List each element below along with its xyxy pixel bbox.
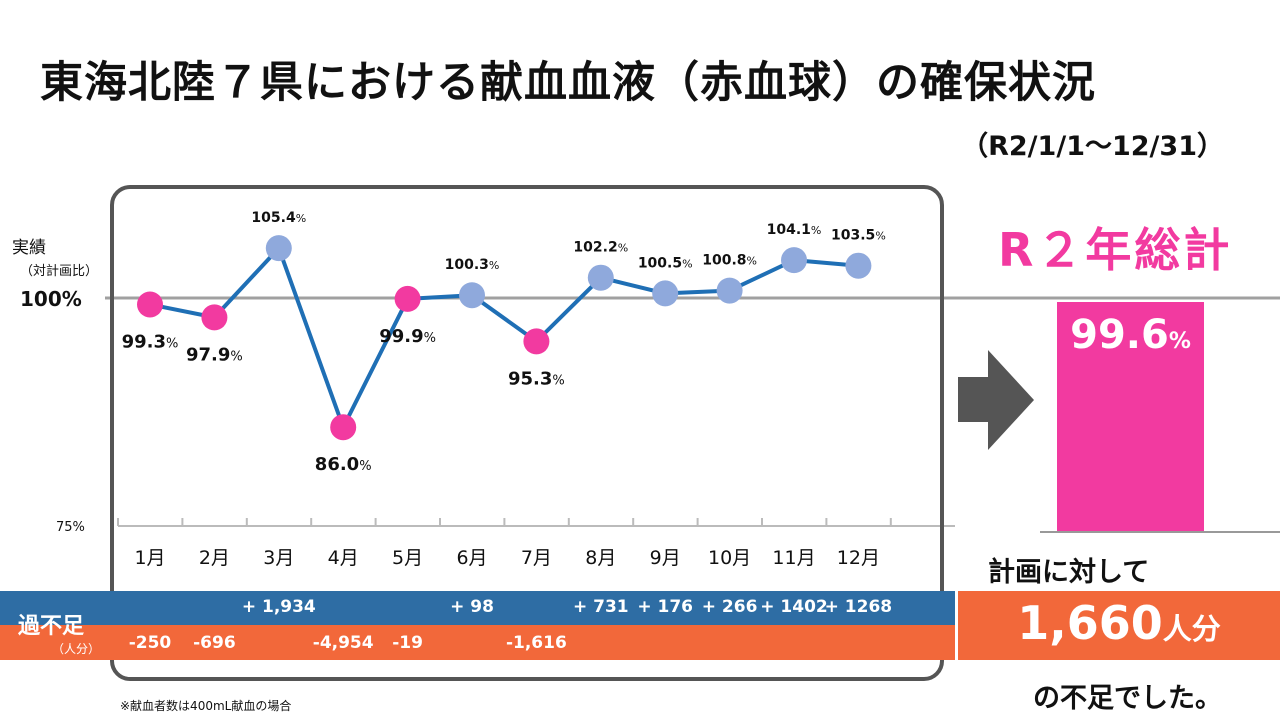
x-tick-label: 6月 [456, 547, 487, 569]
shortage-cell: -696 [193, 633, 236, 653]
annual-total-value: 99.6% [1070, 312, 1191, 358]
surplus-cell: + 98 [450, 597, 494, 617]
footnote: ※献血者数は400mL献血の場合 [120, 699, 292, 713]
data-label: 104.1% [767, 222, 822, 238]
summary-lead: 計画に対して [988, 557, 1150, 588]
data-point [265, 235, 292, 262]
annual-total-title: R２年総計 [998, 223, 1233, 277]
data-point [716, 277, 743, 304]
surplus-cell: + 1402 [760, 597, 828, 617]
x-tick-label: 4月 [328, 547, 359, 569]
data-point [137, 291, 163, 318]
shortage-band [0, 625, 955, 660]
surplus-cell: + 266 [701, 597, 758, 617]
y-axis-sublabel: （対計画比） [20, 264, 99, 279]
summary-tail: の不足でした。 [1033, 683, 1222, 714]
data-label: 102.2% [573, 240, 628, 256]
annual-total-bar [1057, 302, 1204, 531]
data-point [587, 264, 614, 291]
x-tick-label: 10月 [708, 547, 751, 569]
data-point [652, 280, 679, 307]
data-label: 99.3% [122, 331, 179, 352]
annual-baseline [1040, 531, 1280, 533]
surplus-cell: + 1268 [824, 597, 893, 617]
x-tick-label: 3月 [263, 547, 294, 569]
shortage-cell: -4,954 [312, 633, 374, 653]
data-label: 105.4% [251, 210, 306, 226]
line-chart: 99.3% 97.9% 105.4% 86.0% 99.9% 100.3% 95.3% 102… [105, 210, 1280, 569]
y-tick-75: 75% [56, 520, 85, 535]
balance-label: 過不足 [18, 614, 85, 639]
balance-unit: （人分） [52, 642, 101, 656]
series-line [149, 246, 859, 430]
data-label: 103.5% [831, 228, 886, 244]
surplus-cell: + 731 [572, 597, 629, 617]
period-label: （R2/1/1～12/31） [961, 131, 1224, 162]
data-label: 99.9% [379, 326, 436, 347]
shortage-summary-value: 1,660人分 [1017, 596, 1221, 650]
surplus-band [0, 591, 955, 625]
data-label: 100.5% [638, 255, 693, 271]
arrow-right-icon [958, 350, 1034, 450]
data-label: 95.3% [508, 368, 565, 389]
data-label: 86.0% [315, 454, 372, 475]
surplus-cell: + 176 [637, 597, 694, 617]
x-tick-label: 2月 [199, 547, 230, 569]
x-tick-label: 7月 [521, 547, 552, 569]
x-tick-label: 5月 [392, 547, 423, 569]
data-point [330, 414, 357, 441]
data-point [845, 252, 872, 279]
data-point [523, 328, 550, 355]
data-point [394, 285, 421, 312]
x-tick-label: 11月 [772, 547, 815, 569]
data-label: 100.3% [445, 257, 500, 273]
shortage-cell: -19 [392, 633, 423, 653]
x-tick-label: 1月 [134, 547, 165, 569]
y-tick-100: 100% [20, 287, 82, 311]
y-axis-label: 実績 [12, 238, 46, 258]
data-label: 100.8% [702, 253, 757, 269]
x-tick-label: 12月 [837, 547, 880, 569]
data-point [459, 282, 485, 309]
page-title: 東海北陸７県における献血血液（赤血球）の確保状況 [40, 58, 1096, 108]
x-tick-label: 9月 [650, 547, 681, 569]
shortage-cell: -1,616 [505, 633, 567, 653]
shortage-summary-box [958, 591, 1280, 660]
x-tick-label: 8月 [585, 547, 616, 569]
surplus-cell: + 1,934 [241, 597, 316, 617]
data-point [201, 304, 228, 331]
data-label: 97.9% [186, 344, 243, 365]
shortage-cell: -250 [128, 633, 172, 653]
data-point [781, 247, 807, 274]
